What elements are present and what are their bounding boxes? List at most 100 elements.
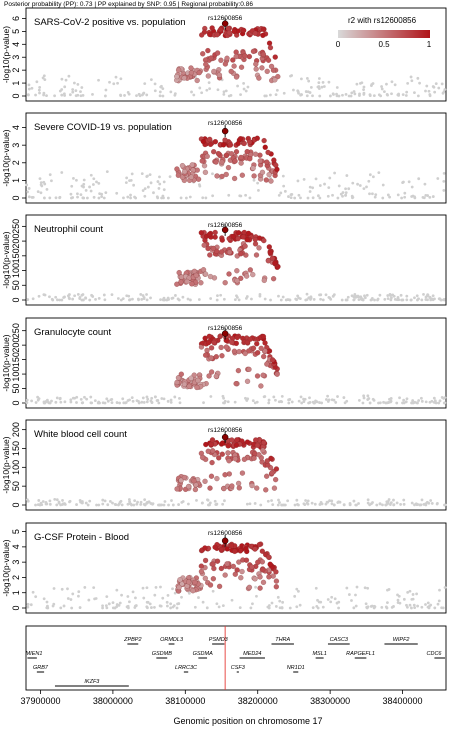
snp-point [359,295,363,299]
snp-point [331,193,334,197]
y-axis-label: -log10(p-value) [1,231,11,288]
snp-point [410,501,414,505]
snp-point [251,173,257,179]
snp-point [225,165,232,171]
x-tick-label: 38200000 [238,696,278,706]
snp-point [287,398,291,402]
snp-point [213,373,219,379]
panel-frame [25,317,447,409]
snp-point [368,93,372,97]
y-tick-label: 0 [11,502,21,507]
snp-point [70,606,74,610]
snp-point [309,85,313,89]
snp-point [260,447,266,453]
panel-title: SARS-CoV-2 positive vs. population [34,17,186,28]
snp-point [43,196,46,200]
snp-point [184,278,190,285]
snp-point [257,585,263,591]
snp-point [242,243,248,249]
snp-point [424,193,428,197]
snp-point [119,94,123,98]
snp-point [85,397,89,401]
snp-point [127,294,131,298]
snp-point [154,585,158,589]
snp-point [238,275,244,281]
snp-point [43,182,47,186]
snp-point [312,297,316,301]
snp-point [418,503,422,507]
snp-point [308,185,312,189]
y-tick-label: 4 [11,125,21,130]
snp-point [25,398,29,402]
snp-point [71,88,75,91]
snp-point [222,472,228,478]
snp-point [209,297,213,300]
snp-point [344,187,347,191]
snp-point [179,174,186,180]
snp-point [373,604,376,608]
snp-point [141,586,145,590]
snp-point [233,400,237,404]
snp-point [155,399,159,402]
snp-point [200,267,207,273]
snp-point [162,397,166,401]
snp-point [142,596,146,600]
snp-point [255,594,258,598]
snp-point [385,82,388,86]
snp-point [239,93,242,97]
snp-point [92,586,96,590]
snp-point [192,486,198,493]
snp-point [141,189,145,192]
snp-point [286,499,290,503]
snp-point [410,597,414,601]
snp-point [220,440,226,446]
snp-point [305,298,309,302]
snp-point [316,194,320,198]
y-axis-label: -log10(p-value) [1,436,11,493]
snp-point [34,401,38,404]
gene-label: IKZF3 [84,679,100,685]
snp-point [46,606,50,610]
snp-point [82,185,85,189]
snp-point [31,196,35,199]
snp-point [330,502,334,506]
snp-point [87,598,91,602]
snp-point [223,344,229,350]
panel-1: 0 1 2 3 4 5 6-log10(p-value) SARS-CoV-2 positiv… [1,7,447,102]
snp-point [158,503,162,507]
snp-point [126,595,130,598]
snp-point [398,601,402,605]
snp-point [284,298,288,302]
snp-point [280,394,284,398]
snp-point [139,503,143,506]
snp-point [176,584,182,590]
snp-point [159,85,163,89]
snp-point [330,595,334,599]
snp-point [192,93,196,97]
gene-rapgefl1: RAPGEFL1 [346,651,375,659]
snp-point [417,399,421,402]
snp-point [145,93,149,97]
snp-point [146,397,150,401]
snp-point [357,298,361,302]
snp-point [330,499,334,503]
snp-point [38,177,42,181]
snp-point [131,399,135,403]
gene-csf3: CSF3 [231,665,246,673]
snp-point [400,298,404,302]
snp-point [309,295,313,299]
snp-point [228,68,234,75]
snp-point [437,86,441,90]
snp-point [25,401,29,404]
snp-point [260,579,267,585]
snp-point [345,586,349,590]
snp-point [235,140,241,147]
snp-point [26,190,29,194]
snp-point [62,604,66,608]
snp-point [91,183,95,186]
panel-title: Severe COVID-19 vs. population [34,122,172,133]
snp-point [366,605,370,609]
snp-point [218,546,225,553]
y-tick-label: 0 [11,297,21,302]
snp-point [95,180,98,184]
